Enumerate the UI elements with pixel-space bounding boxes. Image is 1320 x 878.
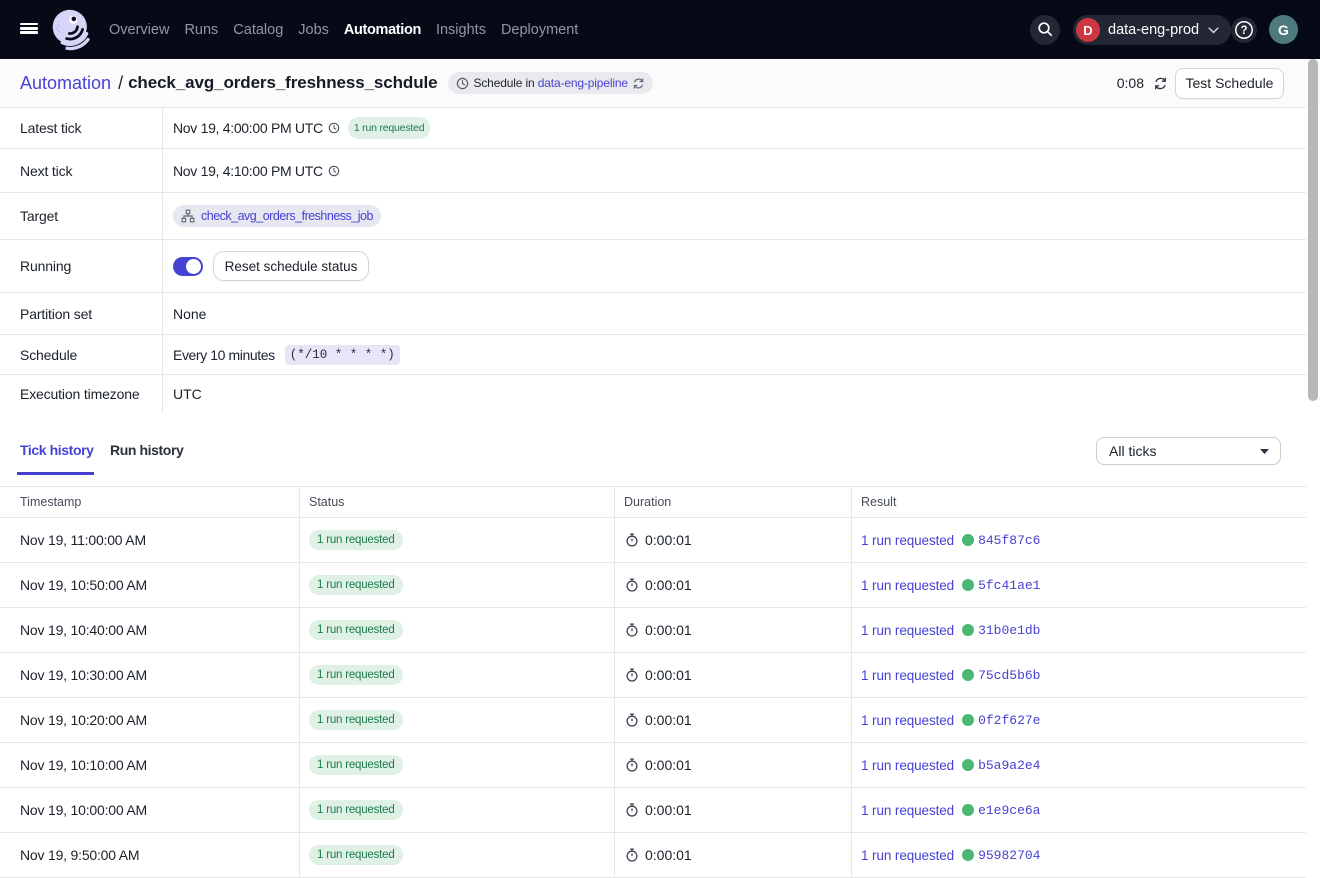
svg-text:?: ? [1240, 25, 1247, 37]
